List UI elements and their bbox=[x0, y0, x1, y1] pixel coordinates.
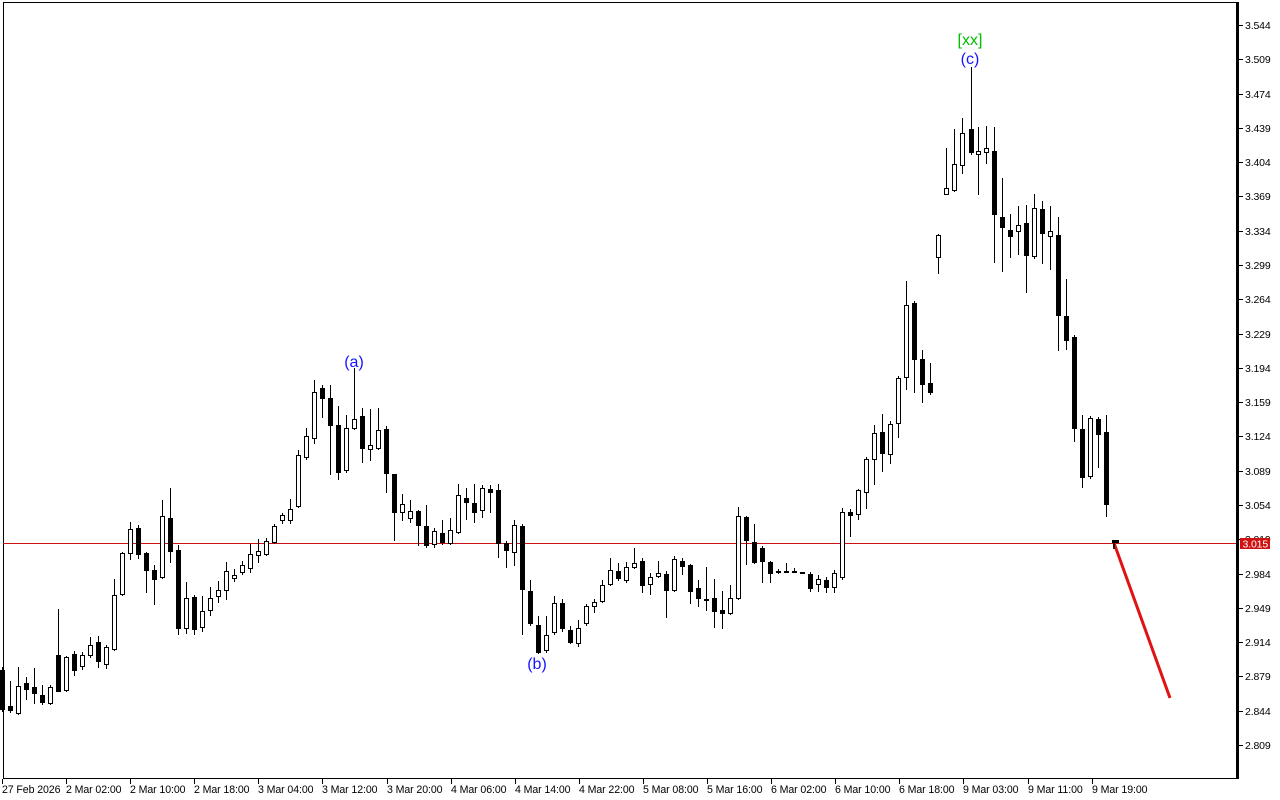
svg-text:2.984: 2.984 bbox=[1245, 569, 1271, 581]
svg-text:3.229: 3.229 bbox=[1245, 329, 1271, 341]
svg-text:3.299: 3.299 bbox=[1245, 260, 1271, 272]
svg-text:(b): (b) bbox=[527, 656, 547, 673]
svg-text:3.124: 3.124 bbox=[1245, 431, 1271, 443]
svg-text:3 Mar 12:00: 3 Mar 12:00 bbox=[322, 784, 378, 796]
svg-text:27 Feb 2026: 27 Feb 2026 bbox=[2, 784, 61, 796]
svg-text:3.015: 3.015 bbox=[1243, 539, 1269, 551]
svg-text:3.509: 3.509 bbox=[1245, 54, 1271, 66]
svg-text:3 Mar 04:00: 3 Mar 04:00 bbox=[258, 784, 314, 796]
svg-text:6 Mar 18:00: 6 Mar 18:00 bbox=[899, 784, 955, 796]
svg-text:4 Mar 22:00: 4 Mar 22:00 bbox=[579, 784, 635, 796]
svg-text:2 Mar 10:00: 2 Mar 10:00 bbox=[130, 784, 186, 796]
svg-text:3.194: 3.194 bbox=[1245, 363, 1271, 375]
svg-text:2.914: 2.914 bbox=[1245, 637, 1271, 649]
svg-text:4 Mar 14:00: 4 Mar 14:00 bbox=[515, 784, 571, 796]
svg-text:(a): (a) bbox=[344, 354, 364, 371]
svg-text:3.439: 3.439 bbox=[1245, 123, 1271, 135]
svg-text:3 Mar 20:00: 3 Mar 20:00 bbox=[387, 784, 443, 796]
svg-text:2.844: 2.844 bbox=[1245, 706, 1271, 718]
svg-text:3.544: 3.544 bbox=[1245, 20, 1271, 32]
svg-text:2 Mar 18:00: 2 Mar 18:00 bbox=[194, 784, 250, 796]
svg-text:3.334: 3.334 bbox=[1245, 226, 1271, 238]
svg-text:2.949: 2.949 bbox=[1245, 603, 1271, 615]
svg-text:9 Mar 03:00: 9 Mar 03:00 bbox=[963, 784, 1019, 796]
svg-text:6 Mar 02:00: 6 Mar 02:00 bbox=[771, 784, 827, 796]
svg-text:3.369: 3.369 bbox=[1245, 191, 1271, 203]
svg-text:3.474: 3.474 bbox=[1245, 89, 1271, 101]
svg-text:3.159: 3.159 bbox=[1245, 397, 1271, 409]
svg-text:4 Mar 06:00: 4 Mar 06:00 bbox=[451, 784, 507, 796]
svg-text:3.054: 3.054 bbox=[1245, 500, 1271, 512]
svg-text:6 Mar 10:00: 6 Mar 10:00 bbox=[835, 784, 891, 796]
svg-text:3.404: 3.404 bbox=[1245, 157, 1271, 169]
svg-text:2.879: 2.879 bbox=[1245, 671, 1271, 683]
svg-text:3.264: 3.264 bbox=[1245, 294, 1271, 306]
svg-text:2 Mar 02:00: 2 Mar 02:00 bbox=[66, 784, 122, 796]
svg-text:5 Mar 16:00: 5 Mar 16:00 bbox=[707, 784, 763, 796]
svg-text:9 Mar 11:00: 9 Mar 11:00 bbox=[1028, 784, 1083, 796]
svg-text:3.089: 3.089 bbox=[1245, 466, 1271, 478]
svg-text:(c): (c) bbox=[961, 51, 980, 68]
svg-text:9 Mar 19:00: 9 Mar 19:00 bbox=[1092, 784, 1148, 796]
svg-text:5 Mar 08:00: 5 Mar 08:00 bbox=[643, 784, 699, 796]
svg-text:2.809: 2.809 bbox=[1245, 740, 1271, 752]
svg-text:[xx]: [xx] bbox=[958, 32, 983, 49]
